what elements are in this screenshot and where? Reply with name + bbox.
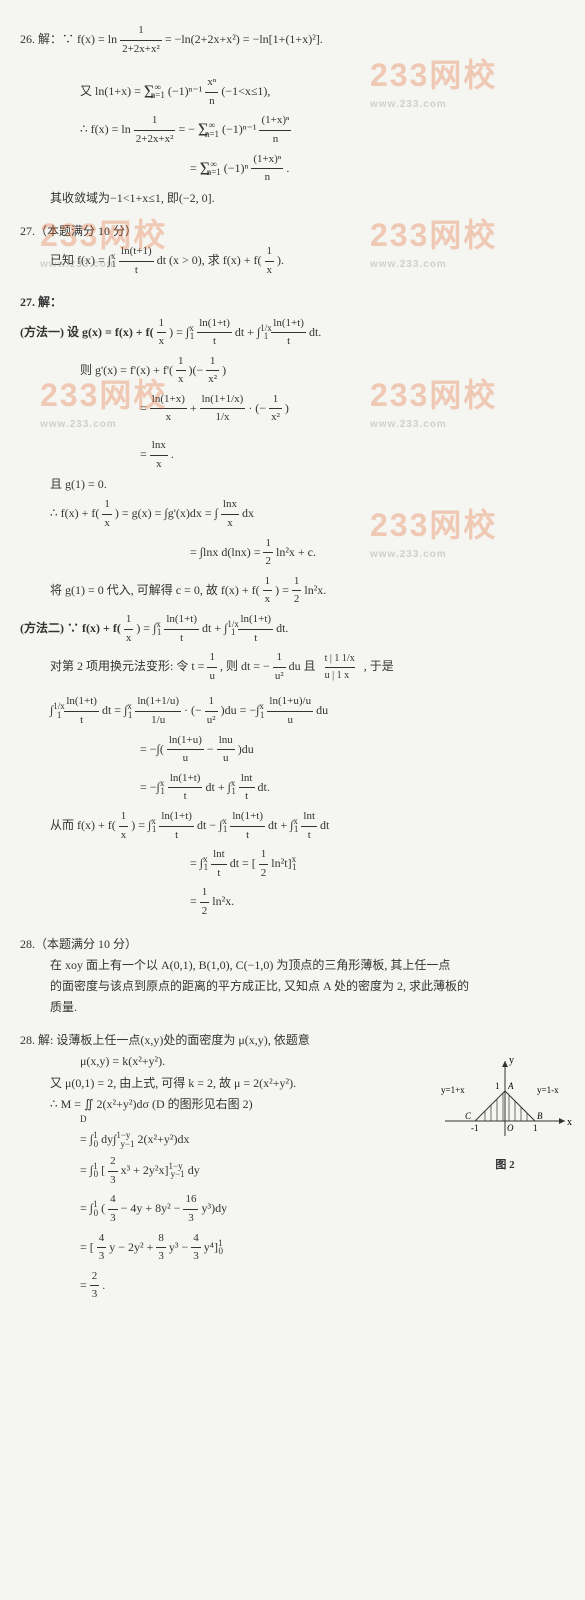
tick-label: -1 bbox=[471, 1123, 479, 1133]
math-line: = lnxx . bbox=[20, 437, 565, 473]
math-line: = Σ∞n=1 (−1)ⁿ (1+x)ⁿn . bbox=[20, 151, 565, 187]
math-line: = −∫( ln(1+u)u − lnuu )du bbox=[20, 732, 565, 768]
math-line: = −∫x1 ln(1+t)t dt + ∫x1 lntt dt. bbox=[20, 770, 565, 806]
math-line: 且 g(1) = 0. bbox=[20, 475, 565, 494]
point-label: O bbox=[507, 1123, 514, 1133]
point-label: C bbox=[465, 1111, 472, 1121]
math-line: = ∫10 ( 43 − 4y + 8y² − 163 y³)dy bbox=[20, 1191, 565, 1227]
math-line: (方法二) ∵ f(x) + f( 1x ) = ∫x1 ln(1+t)t dt… bbox=[20, 611, 565, 647]
problem-28-question: 28.（本题满分 10 分） 在 xoy 面上有一个以 A(0,1), B(1,… bbox=[20, 935, 565, 1018]
math-line: 对第 2 项用换元法变形: 令 t = 1u , 则 dt = − 1u² du… bbox=[20, 649, 565, 685]
heading: 28.（本题满分 10 分） bbox=[20, 935, 565, 954]
math-line: 则 g'(x) = f'(x) + f'( 1x )(− 1x² ) bbox=[20, 353, 565, 389]
math-line: = ∫lnx d(lnx) = 12 ln²x + c. bbox=[20, 535, 565, 571]
math-line: = ∫x1 lntt dt = [ 12 ln²t]x1 bbox=[20, 846, 565, 882]
math-line: ∴ f(x) + f( 1x ) = g(x) = ∫g'(x)dx = ∫ l… bbox=[20, 496, 565, 532]
problem-26: 26. 解：∵ f(x) = ln 12+2x+x² = −ln(2+2x+x²… bbox=[20, 22, 565, 208]
axis-label: y bbox=[509, 1055, 514, 1066]
math-line: (方法一) 设 g(x) = f(x) + f( 1x ) = ∫x1 ln(1… bbox=[20, 315, 565, 351]
point-label: B bbox=[537, 1111, 543, 1121]
math-line: ∴ f(x) = ln 12+2x+x² = − Σ∞n=1 (−1)ⁿ⁻¹ (… bbox=[20, 112, 565, 148]
figure-caption: 图 2 bbox=[435, 1157, 575, 1175]
math-line: 已知 f(x) = ∫x1 ln(t+1)t dt (x > 0), 求 f(x… bbox=[20, 243, 565, 279]
axis-label: x bbox=[567, 1117, 572, 1128]
math-line: 28. 解: 设薄板上任一点(x,y)处的面密度为 μ(x,y), 依题意 bbox=[20, 1031, 565, 1050]
math-line: = 23 . bbox=[20, 1268, 565, 1304]
math-line: 将 g(1) = 0 代入, 可解得 c = 0, 故 f(x) + f( 1x… bbox=[20, 573, 565, 609]
heading: 27.（本题满分 10 分） bbox=[20, 222, 565, 241]
heading: 27. 解： bbox=[20, 293, 565, 312]
math-line: = [ 43 y − 2y² + 83 y³ − 43 y⁴]10 bbox=[20, 1230, 565, 1266]
math-line: = ln(1+x)x + ln(1+1/x)1/x · (− 1x² ) bbox=[20, 391, 565, 427]
math-line: 其收敛域为−1<1+x≤1, 即(−2, 0]. bbox=[20, 189, 565, 208]
math-line: 从而 f(x) + f( 1x ) = ∫x1 ln(1+t)t dt − ∫x… bbox=[20, 808, 565, 844]
problem-28-solution: 28. 解: 设薄板上任一点(x,y)处的面密度为 μ(x,y), 依题意 μ(… bbox=[20, 1031, 565, 1304]
math-line: 又 ln(1+x) = Σ∞n=1 (−1)ⁿ⁻¹ xⁿn (−1<x≤1), bbox=[20, 74, 565, 110]
point-label: 1 bbox=[495, 1081, 500, 1091]
line-label: y=1-x bbox=[537, 1085, 559, 1095]
math-line: = 12 ln²x. bbox=[20, 884, 565, 920]
line-label: y=1+x bbox=[441, 1085, 465, 1095]
figure-2: x y y=1+x y=1-x A 1 B C O -1 1 图 2 bbox=[435, 1051, 575, 1175]
point-label: A bbox=[507, 1081, 514, 1091]
problem-27-question: 27.（本题满分 10 分） 已知 f(x) = ∫x1 ln(t+1)t dt… bbox=[20, 222, 565, 279]
text-line: 质量. bbox=[20, 998, 565, 1017]
triangle-graph-icon: x y y=1+x y=1-x A 1 B C O -1 1 bbox=[435, 1051, 575, 1151]
tick-label: 1 bbox=[533, 1123, 538, 1133]
text-line: 的面密度与该点到原点的距离的平方成正比, 又知点 A 处的密度为 2, 求此薄板… bbox=[20, 977, 565, 996]
math-line: 26. 解：∵ f(x) = ln 12+2x+x² = −ln(2+2x+x²… bbox=[20, 22, 565, 58]
math-line: ∫1/x1 ln(1+t)t dt = ∫x1 ln(1+1/u)1/u · (… bbox=[20, 693, 565, 729]
problem-27-solution: 27. 解： (方法一) 设 g(x) = f(x) + f( 1x ) = ∫… bbox=[20, 293, 565, 920]
text-line: 在 xoy 面上有一个以 A(0,1), B(1,0), C(−1,0) 为顶点… bbox=[20, 956, 565, 975]
